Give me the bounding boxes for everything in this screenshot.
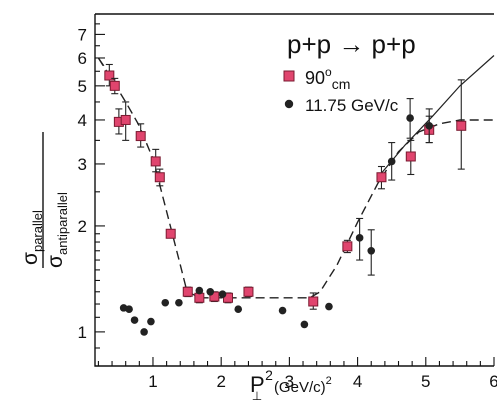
data-point-90cm bbox=[165, 228, 176, 239]
y-axis-label: σparallel σantiparallel bbox=[19, 132, 70, 268]
y-tick-label: 7 bbox=[78, 25, 87, 44]
x-tick-label: 3 bbox=[285, 372, 294, 391]
legend-label-1175: 11.75 GeV/c bbox=[305, 96, 399, 115]
y-axis-label-denominator: σantiparallel bbox=[44, 192, 70, 268]
data-point-90cm bbox=[405, 151, 416, 162]
fit-curve-dashed bbox=[97, 57, 494, 299]
x-tick-label: 6 bbox=[489, 372, 497, 391]
legend-label-90cm: 90ocm bbox=[305, 65, 350, 92]
y-tick-label: 1 bbox=[78, 323, 87, 342]
data-point-90cm bbox=[308, 296, 319, 307]
data-point-90cm bbox=[243, 286, 254, 297]
data-point-1175gev bbox=[367, 246, 376, 255]
data-point-1175gev bbox=[387, 157, 396, 166]
data-point-90cm bbox=[120, 114, 131, 125]
data-point-90cm bbox=[376, 172, 387, 183]
data-point-1175gev bbox=[175, 298, 183, 307]
data-point-1175gev bbox=[234, 305, 243, 313]
data-point-90cm bbox=[342, 241, 353, 252]
data-point-90cm bbox=[109, 80, 120, 91]
y-axis-label-numerator: σparallel bbox=[19, 210, 45, 265]
axes-layer: 1 2 3 4 5 6 1 2 3 4 5 6 7 bbox=[78, 13, 497, 391]
data-point-90cm bbox=[135, 131, 146, 142]
data-point-90cm bbox=[150, 156, 161, 167]
data-point-90cm bbox=[209, 291, 220, 302]
data-point-1175gev bbox=[218, 290, 227, 298]
legend-marker-1175 bbox=[284, 99, 294, 109]
y-tick-label: 2 bbox=[78, 217, 87, 236]
data-point-1175gev bbox=[278, 306, 287, 315]
legend: 90ocm 11.75 GeV/c bbox=[283, 65, 399, 115]
x-axis-label: P⊥2(GeV/c)2 bbox=[250, 367, 332, 401]
x-tick-label: 1 bbox=[148, 372, 157, 391]
data-point-1175gev bbox=[355, 234, 364, 242]
data-point-1175gev bbox=[425, 122, 434, 130]
data-point-1175gev bbox=[406, 114, 414, 122]
x-tick-label: 2 bbox=[216, 372, 225, 391]
y-tick-label: 5 bbox=[78, 77, 87, 96]
data-point-1175gev bbox=[195, 286, 204, 295]
x-tick-label: 5 bbox=[421, 372, 430, 391]
data-point-1175gev bbox=[125, 305, 133, 313]
data-points bbox=[104, 63, 467, 336]
data-point-90cm bbox=[182, 286, 193, 297]
y-tick-label: 6 bbox=[78, 49, 87, 68]
data-point-1175gev bbox=[206, 287, 215, 296]
data-point-1175gev bbox=[130, 316, 139, 324]
data-point-90cm bbox=[456, 120, 467, 131]
chart-title: p+p → p+p bbox=[287, 29, 416, 59]
data-point-1175gev bbox=[325, 302, 333, 311]
legend-marker-90cm bbox=[283, 70, 295, 82]
data-point-1175gev bbox=[161, 298, 170, 307]
data-point-1175gev bbox=[300, 320, 309, 329]
data-point-1175gev bbox=[140, 328, 148, 336]
data-point-90cm bbox=[104, 70, 115, 81]
fit-curve-solid-left bbox=[97, 57, 105, 67]
data-point-1175gev bbox=[147, 317, 155, 326]
y-tick-label: 4 bbox=[78, 111, 87, 130]
x-tick-label: 4 bbox=[353, 372, 362, 391]
data-point-90cm bbox=[154, 172, 165, 183]
data-point-90cm bbox=[194, 292, 205, 303]
y-tick-label: 3 bbox=[78, 155, 87, 174]
